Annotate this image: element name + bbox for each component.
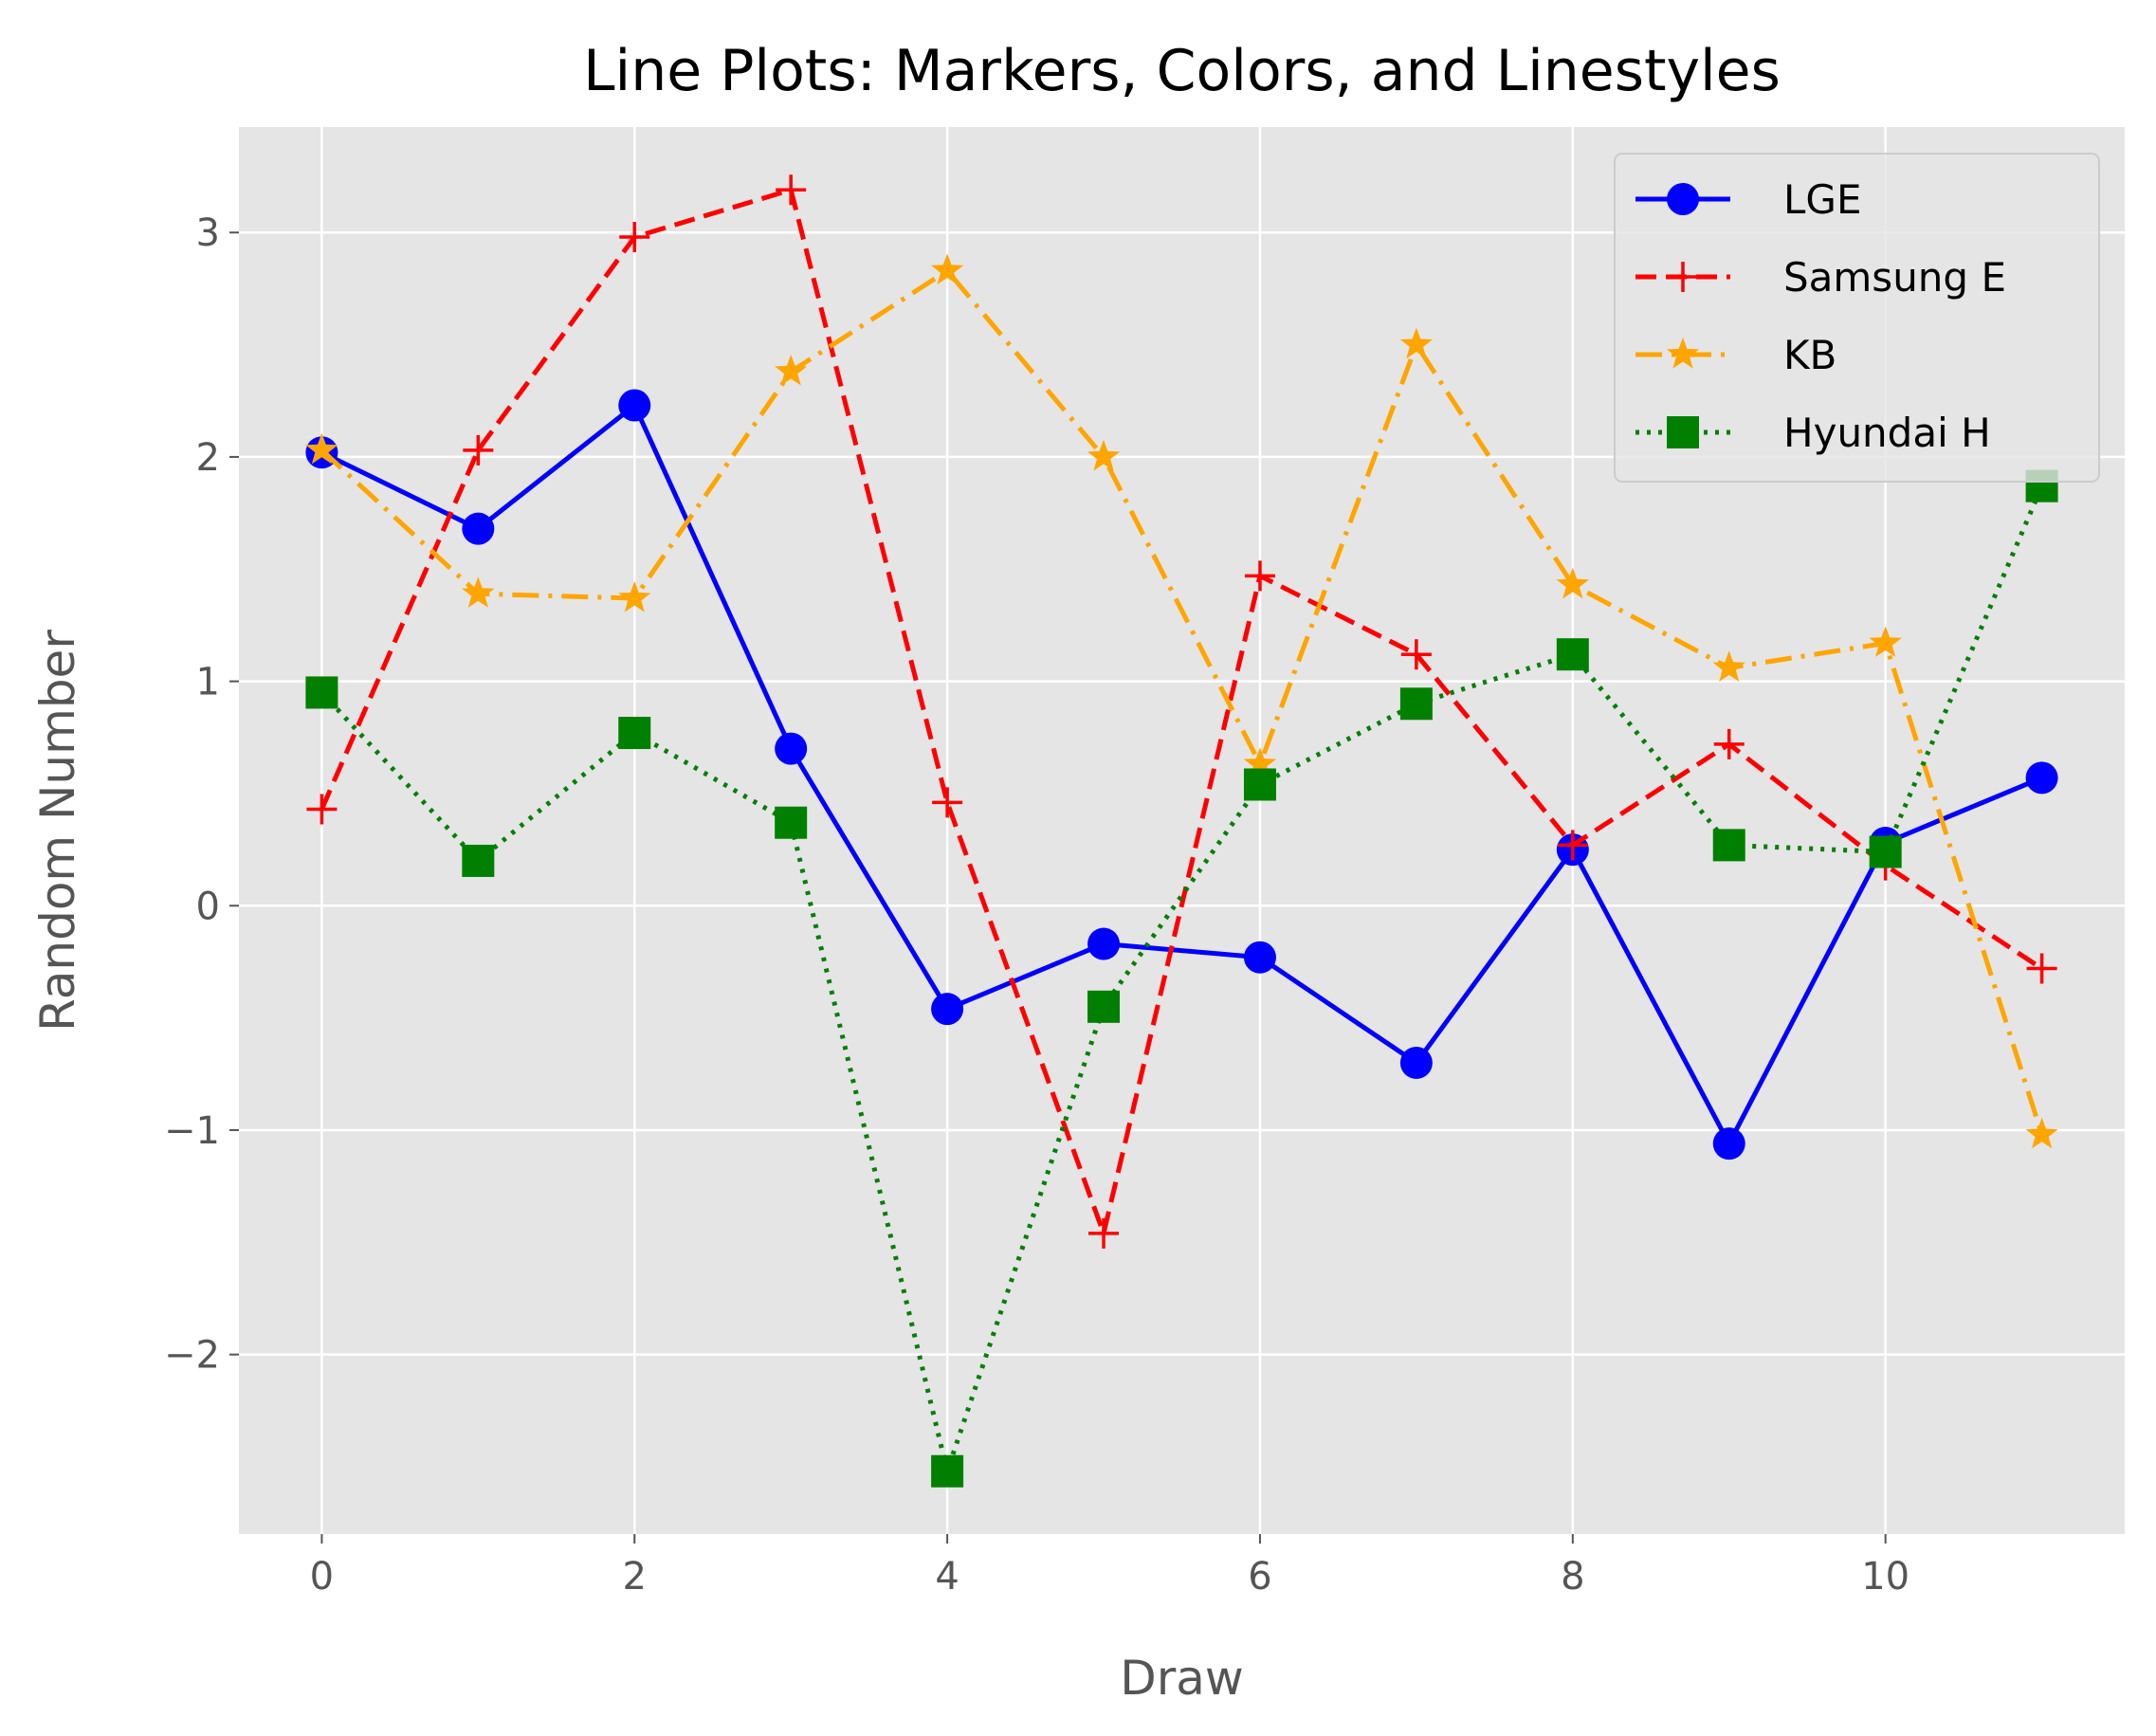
data-point: [1243, 768, 1276, 801]
legend-label: Samsung E: [1783, 254, 2006, 301]
y-tick-label: 0: [196, 885, 220, 928]
data-point: [931, 1454, 964, 1488]
x-tick-label: 0: [310, 1555, 334, 1599]
legend-label: KB: [1783, 332, 1836, 378]
data-point: [931, 253, 964, 284]
data-point: [931, 993, 964, 1026]
y-tick-label: 2: [196, 436, 220, 480]
legend-label: LGE: [1783, 176, 1861, 223]
data-point: [1556, 638, 1589, 671]
series-line: [320, 403, 2043, 1146]
data-point: [305, 676, 338, 709]
data-point: [1087, 927, 1121, 960]
data-point: [306, 794, 338, 825]
series-layer: [305, 174, 2058, 1488]
data-point: [932, 787, 963, 818]
data-point: [1087, 439, 1121, 471]
legend-marker: [1668, 262, 1698, 292]
legend-item: KB: [1635, 332, 1836, 378]
x-tick-label: 4: [935, 1555, 959, 1599]
data-point: [2026, 953, 2057, 984]
data-point: [463, 434, 494, 466]
axis-ticks: 0 2 4 6 8 10 −2 −1 0 1 2 3: [164, 211, 1909, 1599]
series-line: [320, 268, 2044, 1136]
data-point: [618, 717, 651, 750]
data-point: [1869, 626, 1902, 657]
x-tick-label: 8: [1561, 1555, 1584, 1599]
y-axis-label: Random Number: [30, 630, 85, 1032]
data-point: [462, 576, 495, 608]
data-point: [1087, 990, 1121, 1023]
x-axis-label: Draw: [1120, 1651, 1244, 1706]
y-tick-label: 1: [196, 661, 220, 704]
series-line: [320, 187, 2043, 1236]
data-point: [1712, 829, 1745, 862]
data-point: [1713, 728, 1745, 759]
data-point: [1557, 830, 1588, 861]
x-tick-label: 6: [1248, 1555, 1271, 1599]
legend-box: [1614, 153, 2100, 483]
data-point: [462, 512, 495, 545]
data-point: [775, 806, 808, 839]
data-point: [1399, 687, 1433, 721]
data-point: [462, 844, 495, 877]
legend: LGE Samsung E KB Hyundai H: [1614, 153, 2100, 483]
legend-marker: [1667, 416, 1699, 448]
series-kb: [305, 253, 2058, 1149]
legend-marker: [1667, 183, 1699, 215]
series-line: [320, 484, 2044, 1474]
y-tick-label: 3: [196, 211, 220, 255]
data-point: [1243, 747, 1277, 778]
data-point: [618, 389, 651, 422]
series-hyundai-h: [305, 469, 2058, 1488]
data-point: [1400, 639, 1432, 670]
data-point: [1556, 567, 1589, 599]
data-point: [776, 174, 807, 206]
chart-title: Line Plots: Markers, Colors, and Linesty…: [583, 38, 1781, 104]
y-tick-label: −1: [164, 1109, 220, 1153]
legend-item: Samsung E: [1635, 254, 2006, 301]
x-tick-label: 2: [623, 1555, 647, 1599]
data-point: [619, 221, 650, 252]
data-point: [1399, 327, 1433, 359]
data-point: [618, 581, 651, 612]
legend-item: LGE: [1635, 176, 1861, 223]
data-point: [2025, 1117, 2058, 1149]
data-point: [1244, 560, 1275, 592]
data-point: [1088, 1217, 1120, 1249]
data-point: [1243, 941, 1276, 974]
legend-item: Hyundai H: [1635, 410, 1991, 456]
data-point: [305, 432, 338, 465]
data-point: [1869, 835, 1902, 868]
y-tick-label: −2: [164, 1334, 220, 1378]
x-tick-label: 10: [1861, 1555, 1909, 1599]
series-lge: [305, 389, 2058, 1160]
legend-label: Hyundai H: [1783, 410, 1991, 456]
data-point: [1712, 1127, 1745, 1160]
data-point: [2025, 761, 2058, 795]
data-point: [775, 355, 808, 386]
legend-marker: [1666, 338, 1700, 369]
data-point: [1399, 1046, 1433, 1079]
data-point: [1712, 650, 1745, 682]
data-point: [775, 732, 808, 765]
